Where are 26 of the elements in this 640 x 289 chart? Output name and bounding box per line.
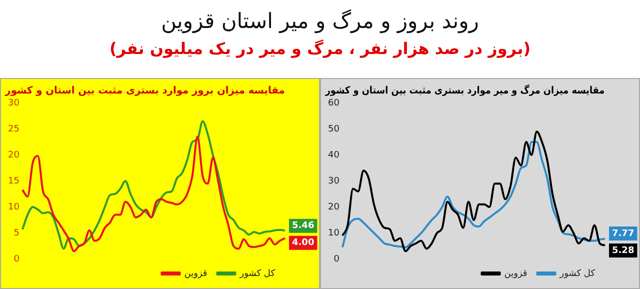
y-tick-label: 30 xyxy=(8,98,20,108)
text: (بروز در صد هزار نفر ، مرگ و میر در یک میلیون نفر) xyxy=(108,38,532,60)
y-tick-label: 5 xyxy=(14,228,20,238)
y-tick-label: 10 xyxy=(328,228,340,238)
y-tick-label: 25 xyxy=(8,124,20,134)
y-tick-label: 30 xyxy=(328,176,340,186)
data-label: 7.77 xyxy=(612,228,634,239)
y-tick-label: 15 xyxy=(8,176,20,186)
chart-title: مقایسه میزان مرگ و میر موارد بستری مثبت بین استان و کشور xyxy=(324,84,605,97)
y-tick-label: 10 xyxy=(8,202,20,212)
data-label: 5.46 xyxy=(292,221,314,232)
y-tick-label: 40 xyxy=(328,150,340,160)
y-tick-label: 50 xyxy=(328,124,340,134)
legend-label: کل کشور xyxy=(238,268,276,279)
y-tick-label: 0 xyxy=(14,254,20,264)
data-label: 5.28 xyxy=(612,246,634,256)
y-tick-label: 20 xyxy=(8,150,20,160)
legend-label: قزوین xyxy=(184,268,208,279)
legend-label: قزوین xyxy=(504,268,528,279)
text: مقایسه میزان بروز موارد بستری مثبت بین استان و کشور xyxy=(4,86,285,97)
y-tick-label: 60 xyxy=(328,98,340,108)
y-tick-label: 0 xyxy=(334,254,340,264)
data-label: 4.00 xyxy=(292,238,314,248)
y-tick-label: 20 xyxy=(328,202,340,212)
chart-title: روند بروز و مرگ و میر استان قزوین xyxy=(160,8,480,36)
legend-label: کل کشور xyxy=(558,268,596,279)
